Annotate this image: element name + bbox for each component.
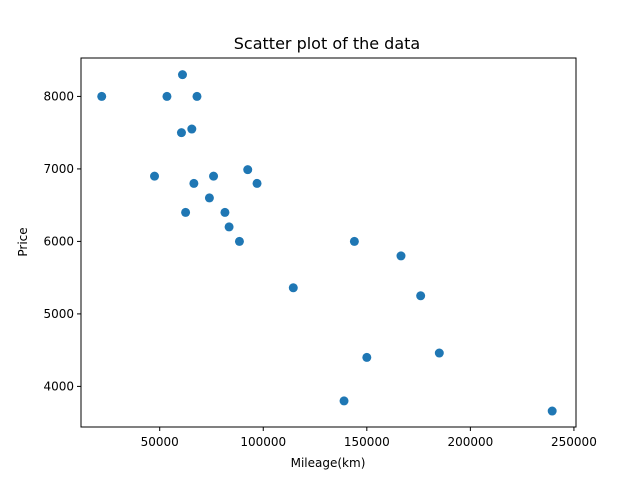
- data-point-6: [150, 171, 160, 181]
- data-point-22: [339, 396, 349, 406]
- y-axis: 4000 5000 6000 7000 8000: [43, 89, 81, 393]
- data-point-20: [362, 352, 372, 362]
- data-point-12: [181, 207, 191, 217]
- data-point-21: [434, 348, 444, 358]
- x-axis: 50000 100000 150000 200000 250000: [141, 427, 597, 449]
- plot-frame: [80, 57, 577, 428]
- data-point-0: [97, 91, 107, 101]
- data-point-3: [192, 91, 202, 101]
- y-tick-label-4: 8000: [43, 89, 74, 103]
- data-point-7: [189, 178, 199, 188]
- data-point-15: [234, 236, 244, 246]
- data-point-5: [187, 124, 197, 134]
- x-axis-label: Mileage(km): [291, 456, 366, 470]
- data-point-14: [224, 222, 234, 232]
- data-point-23: [547, 406, 557, 416]
- x-tick-label-3: 200000: [447, 435, 493, 449]
- plot-area: [97, 70, 557, 416]
- y-axis-label: Price: [16, 227, 30, 256]
- data-point-9: [243, 165, 253, 175]
- data-point-11: [204, 193, 214, 203]
- data-point-1: [162, 91, 172, 101]
- data-point-4: [176, 128, 186, 138]
- data-point-19: [416, 291, 426, 301]
- data-point-10: [252, 178, 262, 188]
- y-tick-label-3: 7000: [43, 162, 74, 176]
- x-tick-label-4: 250000: [551, 435, 597, 449]
- data-point-8: [209, 171, 219, 181]
- y-tick-label-1: 5000: [43, 307, 74, 321]
- data-point-18: [288, 283, 298, 293]
- x-tick-label-2: 150000: [344, 435, 390, 449]
- data-point-13: [220, 207, 230, 217]
- y-tick-label-0: 4000: [43, 379, 74, 393]
- data-point-16: [349, 236, 359, 246]
- data-point-2: [177, 70, 187, 80]
- data-point-17: [396, 251, 406, 261]
- y-tick-label-2: 6000: [43, 234, 74, 248]
- x-tick-label-1: 100000: [240, 435, 286, 449]
- chart-title: Scatter plot of the data: [234, 34, 420, 53]
- x-tick-label-0: 50000: [141, 435, 179, 449]
